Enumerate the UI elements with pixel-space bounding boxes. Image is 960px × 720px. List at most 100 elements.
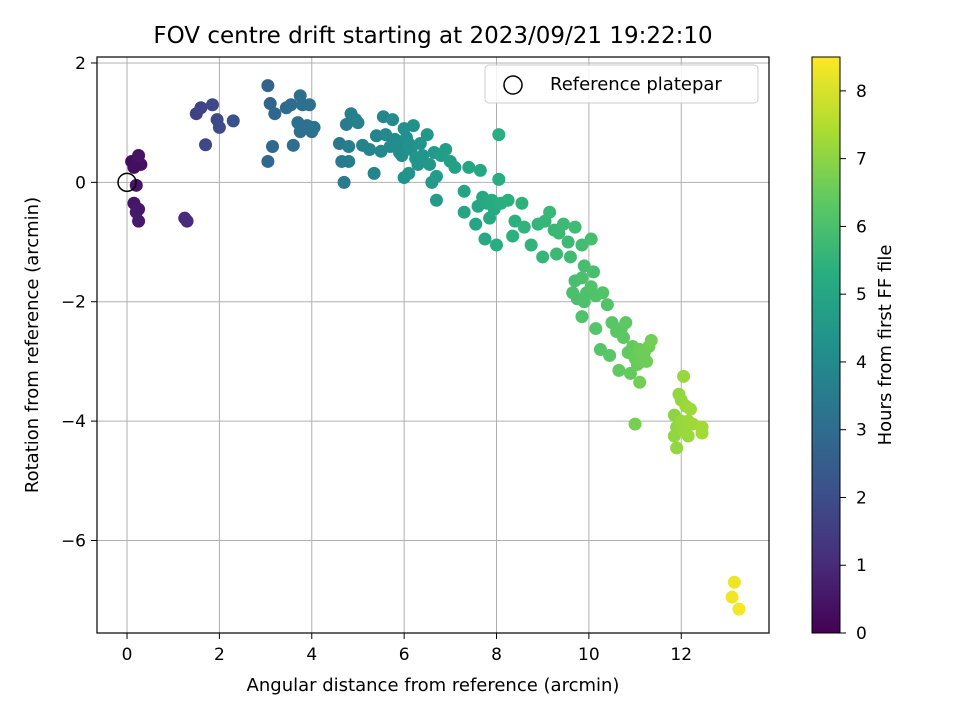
data-point bbox=[695, 426, 709, 440]
y-tick-label: −4 bbox=[61, 412, 86, 432]
data-point bbox=[429, 193, 443, 207]
data-point bbox=[469, 217, 483, 231]
data-point bbox=[492, 172, 506, 186]
x-tick-label: 10 bbox=[578, 645, 600, 665]
data-point bbox=[568, 220, 582, 234]
x-tick-label: 8 bbox=[491, 645, 502, 665]
data-point bbox=[575, 238, 589, 252]
data-point bbox=[619, 316, 633, 330]
data-point bbox=[261, 79, 275, 93]
data-point bbox=[413, 137, 427, 151]
data-point bbox=[180, 214, 194, 228]
data-point bbox=[351, 116, 365, 130]
colorbar-tick-label: 0 bbox=[856, 624, 867, 644]
data-point bbox=[596, 286, 610, 300]
chart-title: FOV centre drift starting at 2023/09/21 … bbox=[153, 23, 712, 49]
data-point bbox=[575, 271, 589, 285]
colorbar-tick-label: 4 bbox=[856, 353, 867, 373]
data-point bbox=[199, 138, 213, 152]
data-point bbox=[462, 160, 476, 174]
data-point bbox=[677, 369, 691, 383]
data-point bbox=[490, 238, 504, 252]
data-point bbox=[577, 259, 591, 273]
data-point bbox=[367, 166, 381, 180]
data-point bbox=[386, 113, 400, 127]
y-tick-label: 0 bbox=[75, 173, 86, 193]
colorbar-label: Hours from first FF file bbox=[875, 245, 896, 446]
data-point bbox=[226, 114, 240, 128]
colorbar-tick-label: 1 bbox=[856, 556, 867, 576]
grid-lines bbox=[97, 57, 769, 633]
data-point bbox=[132, 214, 146, 228]
data-point bbox=[420, 128, 434, 142]
data-point bbox=[536, 250, 550, 264]
data-point bbox=[727, 575, 741, 589]
data-point bbox=[550, 247, 564, 261]
x-tick-label: 2 bbox=[214, 645, 225, 665]
colorbar-ticks: 0 1 2 3 4 5 6 7 8 bbox=[840, 82, 867, 644]
data-point bbox=[556, 217, 570, 231]
data-point bbox=[524, 238, 538, 252]
data-point bbox=[302, 98, 316, 112]
data-point bbox=[593, 342, 607, 356]
legend-box bbox=[484, 64, 759, 104]
data-point bbox=[561, 235, 575, 249]
data-point bbox=[212, 120, 226, 134]
data-point bbox=[286, 138, 300, 152]
data-point bbox=[362, 143, 376, 157]
colorbar-tick-label: 5 bbox=[856, 285, 867, 305]
colorbar-tick-label: 2 bbox=[856, 488, 867, 508]
data-point bbox=[342, 140, 356, 154]
colorbar-tick-label: 7 bbox=[856, 150, 867, 170]
data-point bbox=[508, 214, 522, 228]
data-point bbox=[402, 166, 416, 180]
data-point bbox=[628, 417, 642, 431]
data-point bbox=[617, 331, 631, 345]
data-point bbox=[586, 265, 600, 279]
data-point bbox=[517, 220, 531, 234]
data-point bbox=[132, 148, 146, 162]
data-point bbox=[501, 193, 515, 207]
data-point bbox=[725, 590, 739, 604]
data-point bbox=[600, 298, 614, 312]
y-tick-label: −2 bbox=[61, 293, 86, 313]
x-tick-label: 0 bbox=[122, 645, 133, 665]
legend-label: Reference platepar bbox=[550, 74, 722, 95]
data-point bbox=[429, 169, 443, 183]
data-point bbox=[457, 184, 471, 198]
data-point bbox=[194, 101, 208, 115]
y-axis-ticks: −6 −4 −2 0 2 bbox=[61, 54, 97, 551]
data-point bbox=[543, 205, 557, 219]
data-point bbox=[515, 196, 529, 210]
data-point bbox=[473, 163, 487, 177]
data-point bbox=[623, 366, 637, 380]
x-tick-label: 12 bbox=[670, 645, 692, 665]
data-point bbox=[342, 154, 356, 168]
data-point bbox=[284, 98, 298, 112]
data-point bbox=[492, 128, 506, 142]
data-point bbox=[683, 402, 697, 416]
colorbar-tick-label: 8 bbox=[856, 82, 867, 102]
data-point bbox=[127, 160, 141, 174]
data-point bbox=[681, 429, 695, 443]
colorbar-tick-label: 3 bbox=[856, 421, 867, 441]
data-point bbox=[261, 154, 275, 168]
data-point bbox=[584, 232, 598, 246]
data-point bbox=[448, 160, 462, 174]
data-point bbox=[732, 602, 746, 616]
data-point bbox=[205, 98, 219, 112]
x-tick-label: 6 bbox=[399, 645, 410, 665]
legend: Reference platepar bbox=[484, 64, 759, 104]
colorbar bbox=[811, 56, 841, 634]
data-point bbox=[406, 119, 420, 133]
data-point bbox=[644, 334, 658, 348]
data-point bbox=[307, 120, 321, 134]
data-point bbox=[268, 107, 282, 121]
legend-marker-icon bbox=[503, 75, 523, 95]
data-point bbox=[633, 375, 647, 389]
data-point bbox=[478, 232, 492, 246]
data-point bbox=[506, 229, 520, 243]
data-point bbox=[589, 322, 603, 336]
data-point bbox=[416, 148, 430, 162]
